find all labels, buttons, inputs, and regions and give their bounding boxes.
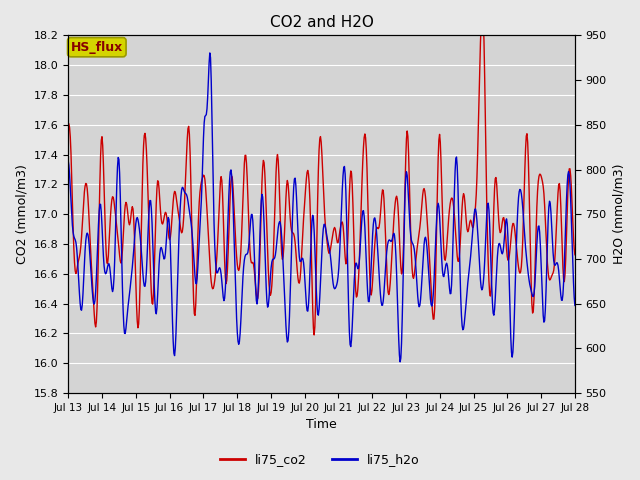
li75_co2	[310, 332, 318, 338]
li75_h2o	[399, 284, 407, 289]
li75_co2	[398, 269, 406, 275]
Line: li75_co2: li75_co2	[68, 21, 575, 335]
li75_h2o	[64, 157, 72, 163]
X-axis label: Time: Time	[306, 419, 337, 432]
li75_co2	[125, 222, 133, 228]
li75_h2o	[74, 254, 81, 260]
Line: li75_h2o: li75_h2o	[68, 53, 575, 362]
Title: CO2 and H2O: CO2 and H2O	[269, 15, 374, 30]
Y-axis label: H2O (mmol/m3): H2O (mmol/m3)	[612, 164, 625, 264]
li75_co2	[383, 281, 391, 287]
Legend: li75_co2, li75_h2o: li75_co2, li75_h2o	[215, 448, 425, 471]
li75_h2o	[206, 50, 214, 56]
li75_h2o	[177, 193, 185, 199]
li75_h2o	[204, 94, 212, 99]
Y-axis label: CO2 (mmol/m3): CO2 (mmol/m3)	[15, 164, 28, 264]
li75_co2	[478, 18, 486, 24]
Text: HS_flux: HS_flux	[70, 41, 123, 54]
li75_co2	[571, 252, 579, 258]
li75_co2	[64, 120, 72, 126]
li75_co2	[74, 264, 81, 270]
li75_h2o	[125, 291, 133, 297]
li75_h2o	[383, 243, 391, 249]
li75_h2o	[396, 359, 404, 365]
li75_h2o	[571, 302, 579, 308]
li75_co2	[204, 220, 212, 226]
li75_co2	[177, 228, 185, 233]
